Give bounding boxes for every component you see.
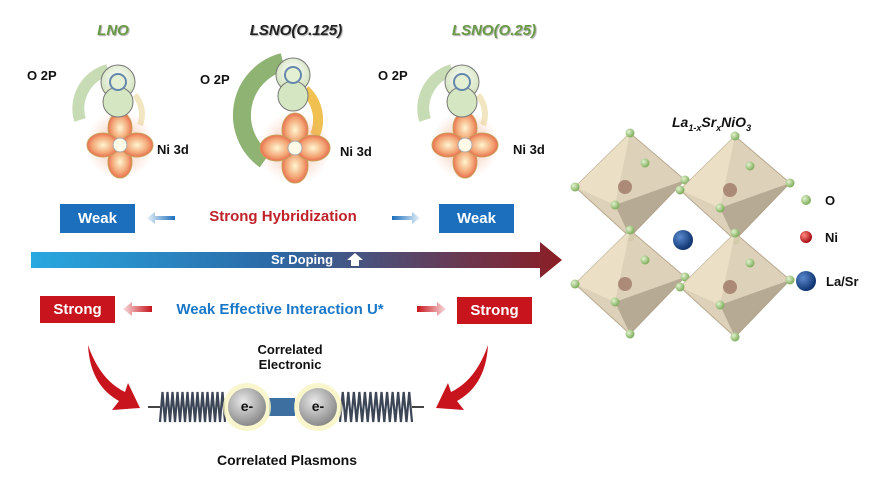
perovskite-structure [570, 128, 795, 342]
strong-box-left: Strong [40, 296, 115, 323]
ni-atom [618, 180, 632, 194]
up-arrow-icon [347, 253, 363, 266]
o-atom [715, 300, 725, 310]
o-atom [675, 185, 685, 195]
o2p-label-1: O 2P [27, 68, 57, 83]
right-blue-arrow [392, 212, 420, 224]
formula-sr: Sr [701, 114, 717, 130]
la-sr-atom [673, 230, 693, 250]
o-atom [745, 161, 755, 171]
left-blue-arrow [147, 212, 175, 224]
title-lsno-0125: LSNO(O.125) [249, 22, 343, 39]
o-atom [570, 279, 580, 289]
legend-o-label: O [825, 193, 836, 208]
o-atom [730, 228, 740, 238]
right-curved-arrow [436, 345, 488, 410]
o-atom [640, 158, 650, 168]
o2p-label-2: O 2P [200, 72, 230, 87]
o-atom [610, 297, 620, 307]
octahedron-face [575, 230, 630, 302]
o-atom [625, 225, 635, 235]
electron-2-label: e- [311, 398, 325, 414]
ni-atom [723, 183, 737, 197]
o-atom [570, 182, 580, 192]
ni3d-label-1: Ni 3d [157, 142, 189, 157]
right-red-arrow [417, 302, 446, 316]
left-red-arrow [123, 302, 152, 316]
legend-ni-ball [800, 231, 812, 243]
o-atom [730, 332, 740, 342]
ni-atom [723, 280, 737, 294]
electronic-label: Electronic [258, 357, 322, 372]
legend-lasr-ball [796, 271, 816, 291]
octahedron-face [680, 233, 735, 305]
octahedron-face [680, 136, 735, 208]
o-atom [785, 178, 795, 188]
correlated-plasmons-label: Correlated Plasmons [216, 452, 358, 468]
correlated-label: Correlated [257, 342, 323, 357]
strong-box-right: Strong [457, 297, 532, 324]
o-atom [610, 200, 620, 210]
weak-effective-interaction-label: Weak Effective Interaction U* [176, 301, 384, 318]
ni3d-label-2: Ni 3d [340, 144, 372, 159]
o-atom [625, 128, 635, 138]
formula-la: La [672, 114, 689, 130]
strong-hybridization-label: Strong Hybridization [209, 208, 357, 225]
formula-sub-1: 1-x [688, 122, 702, 133]
formula-sub-3: 3 [746, 122, 752, 133]
octahedron-face [615, 180, 685, 237]
o-atom [640, 255, 650, 265]
octahedron-face [720, 280, 790, 337]
legend-o-ball [801, 195, 811, 205]
o-atom [625, 329, 635, 339]
legend-lasr-label: La/Sr [826, 274, 859, 289]
plasmon-spring [148, 383, 424, 431]
sr-doping-label: Sr Doping [270, 252, 334, 267]
o-atom [730, 131, 740, 141]
o-atom [675, 282, 685, 292]
formula-sub-2: x [716, 122, 722, 133]
orbital-cluster-lsno-0125 [232, 53, 331, 184]
electron-1-label: e- [240, 398, 254, 414]
left-curved-arrow [88, 345, 140, 410]
weak-box-right: Weak [439, 204, 514, 233]
o2p-label-3: O 2P [378, 68, 408, 83]
title-lsno-025: LSNO(O.25) [451, 22, 537, 39]
o-atom [745, 258, 755, 268]
orbital-cluster-lsno-025 [417, 64, 499, 179]
ni-atom [618, 277, 632, 291]
octahedron-face [720, 183, 790, 240]
weak-box-left: Weak [60, 204, 135, 233]
octahedron-face [575, 133, 630, 205]
sr-doping-arrow [31, 242, 562, 278]
ni3d-label-3: Ni 3d [513, 142, 545, 157]
o-atom [785, 275, 795, 285]
orbital-cluster-lno [72, 64, 154, 179]
legend-ni-label: Ni [825, 230, 838, 245]
crystal-formula: La1-xSrxNiO3 [672, 114, 751, 133]
octahedron-face [615, 277, 685, 334]
o-atom [715, 203, 725, 213]
title-lno: LNO [97, 22, 129, 39]
formula-nio: NiO [721, 114, 747, 130]
